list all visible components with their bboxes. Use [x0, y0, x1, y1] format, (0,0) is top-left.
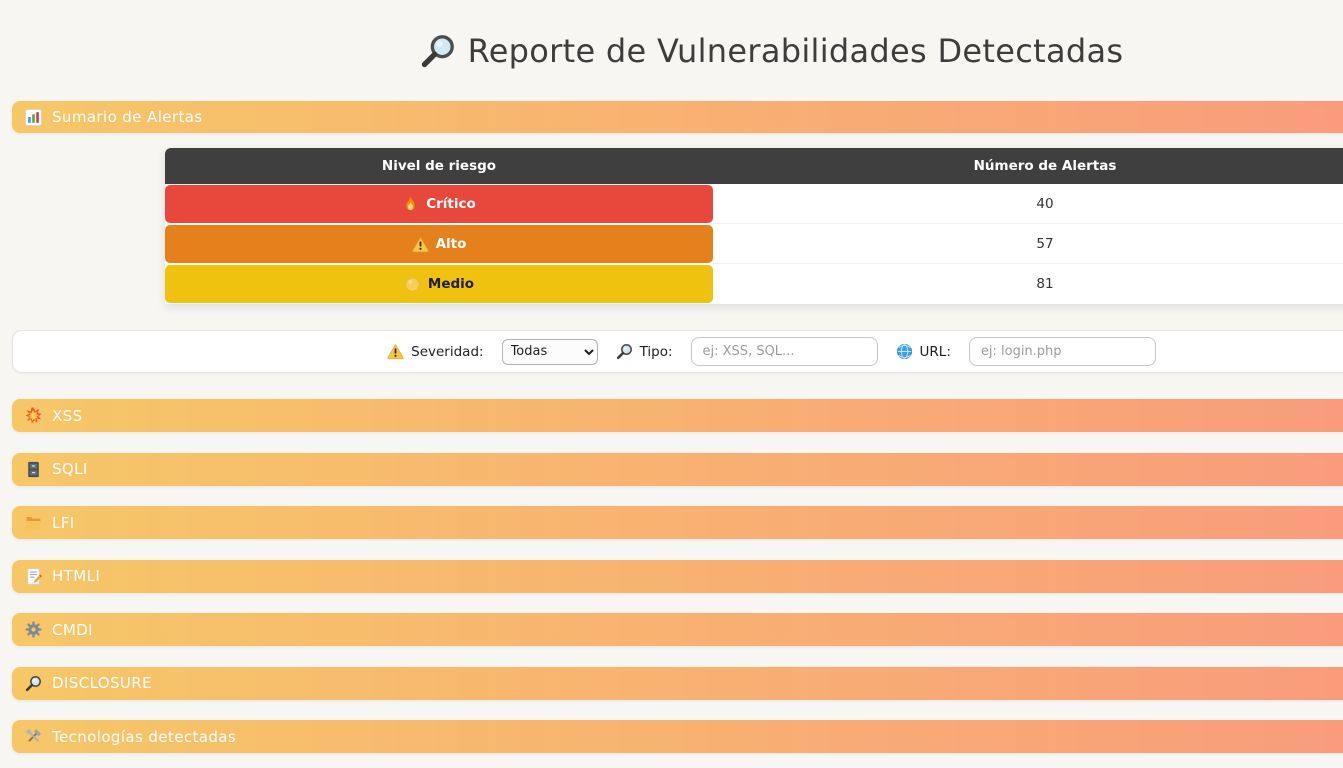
risk-level-label: Medio: [427, 276, 475, 292]
vulnerability-sections: XSS SQLI LFI HTMLI CMDI: [0, 399, 1343, 753]
file-cabinet-icon: [25, 461, 42, 478]
alert-count: 57: [713, 224, 1343, 264]
type-filter-input[interactable]: [690, 337, 878, 366]
type-filter-label: Tipo:: [616, 343, 673, 360]
alerts-summary-table: Nivel de riesgo Número de Alertas Crític…: [165, 148, 1343, 304]
magnifier-icon: [420, 33, 456, 69]
alert-count: 40: [713, 184, 1343, 224]
table-row-medium: Medio 81: [165, 264, 1343, 304]
table-row-high: Alto 57: [165, 224, 1343, 264]
summary-header-label: Sumario de Alertas: [52, 108, 203, 126]
memo-icon: [25, 567, 42, 585]
section-label: Tecnologías detectadas: [52, 727, 237, 746]
risk-level-cell-critical: Crítico: [165, 185, 713, 223]
collision-icon: [25, 407, 42, 424]
section-header-technologies[interactable]: Tecnologías detectadas: [12, 720, 1343, 753]
tools-icon: [25, 728, 42, 745]
risk-level-label: Crítico: [426, 196, 476, 212]
section-header-cmdi[interactable]: CMDI: [12, 613, 1343, 646]
section-label: CMDI: [52, 620, 93, 639]
magnifier-icon: [616, 343, 633, 360]
risk-level-label: Alto: [435, 236, 467, 252]
risk-level-cell-high: Alto: [165, 225, 713, 263]
section-label: XSS: [52, 406, 83, 425]
severity-filter-label: Severidad:: [387, 343, 484, 360]
section-label: DISCLOSURE: [52, 674, 152, 692]
yellow-circle-icon: [404, 276, 421, 293]
section-header-sqli[interactable]: SQLI: [12, 452, 1343, 486]
section-header-xss[interactable]: XSS: [12, 399, 1343, 432]
fire-icon: [402, 196, 419, 213]
table-row-critical: Crítico 40: [165, 184, 1343, 224]
filter-bar: Severidad: Todas Tipo: URL:: [12, 330, 1343, 373]
bar-chart-icon: [25, 108, 42, 126]
gear-icon: [25, 621, 42, 638]
magnifier-icon: [25, 675, 42, 692]
section-header-disclosure[interactable]: DISCLOSURE: [12, 666, 1343, 700]
section-header-htmli[interactable]: HTMLI: [12, 559, 1343, 593]
open-folder-icon: [25, 514, 42, 531]
table-header-row: Nivel de riesgo Número de Alertas: [165, 148, 1343, 184]
section-label: LFI: [52, 513, 75, 532]
url-filter-input[interactable]: [968, 337, 1156, 366]
severity-select[interactable]: Todas: [501, 338, 598, 365]
column-header-alert-count: Número de Alertas: [973, 158, 1117, 174]
alert-count: 81: [1036, 276, 1054, 292]
column-header-risk-level: Nivel de riesgo: [381, 158, 497, 174]
section-label: SQLI: [52, 460, 88, 478]
globe-icon: [896, 343, 913, 360]
section-label: HTMLI: [52, 567, 101, 585]
page-title-text: Reporte de Vulnerabilidades Detectadas: [467, 31, 1124, 70]
url-filter-label: URL:: [896, 343, 951, 360]
page-title: Reporte de Vulnerabilidades Detectadas: [0, 0, 1343, 101]
summary-header-bar[interactable]: Sumario de Alertas: [12, 101, 1343, 133]
warning-icon: [412, 236, 429, 253]
risk-level-cell-medium: Medio: [165, 265, 713, 303]
warning-icon: [387, 343, 404, 360]
section-header-lfi[interactable]: LFI: [12, 506, 1343, 539]
